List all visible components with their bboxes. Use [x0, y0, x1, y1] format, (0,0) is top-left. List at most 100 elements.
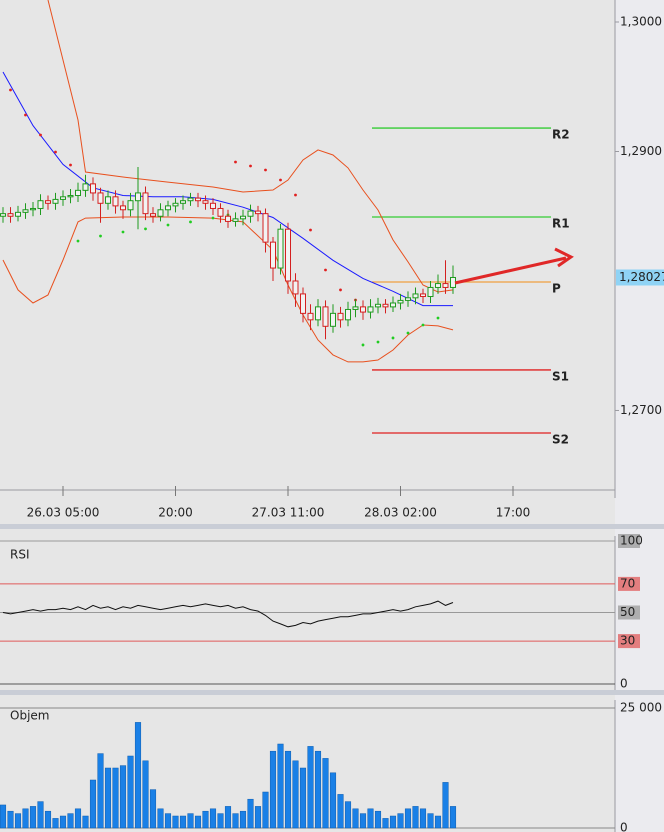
- volume-bar: [74, 808, 82, 829]
- volume-bar: [322, 758, 329, 829]
- volume-bar: [314, 750, 322, 829]
- candle-body: [337, 312, 344, 321]
- candle-body: [75, 189, 81, 197]
- tick-badge: [618, 576, 640, 591]
- volume-bar: [22, 808, 29, 829]
- volume-bar: [344, 801, 352, 829]
- y-tick-label: 100: [620, 534, 643, 548]
- candle-body: [52, 198, 59, 204]
- candle-body: [412, 293, 419, 299]
- indicator-line: [2, 71, 453, 307]
- candle-body: [315, 306, 321, 321]
- volume-bar: [104, 767, 112, 829]
- volume-bar: [164, 813, 172, 829]
- candle-body: [187, 197, 194, 202]
- volume-bar: [442, 782, 449, 829]
- sar-dot: [69, 163, 72, 167]
- tick-badge: [618, 534, 640, 548]
- sar-dot: [9, 88, 12, 92]
- sar-dot: [99, 234, 102, 238]
- sar-dot: [166, 223, 170, 227]
- candle-body: [135, 192, 141, 202]
- candle-body: [67, 195, 74, 198]
- candle-body: [390, 302, 396, 308]
- volume-bar: [142, 760, 149, 829]
- candle-body: [210, 202, 216, 209]
- last-price-label: 1,28027: [619, 270, 664, 284]
- pivot-label: P: [552, 282, 561, 296]
- volume-bar: [367, 808, 374, 829]
- volume-bar: [134, 722, 142, 829]
- tick-badge: [618, 605, 640, 620]
- volume-bar: [202, 810, 209, 829]
- candle-body: [15, 211, 21, 217]
- volume-bar: [397, 813, 404, 829]
- candle-body: [330, 312, 336, 327]
- sar-dot: [264, 168, 267, 172]
- sar-dot: [234, 160, 237, 164]
- sar-dot: [376, 340, 380, 344]
- arrow-shaft: [454, 256, 567, 285]
- rsi-title: RSI: [10, 548, 30, 562]
- volume-bar: [0, 804, 7, 829]
- volume-bar: [254, 806, 262, 829]
- y-tick-label: 1,2700: [620, 403, 662, 417]
- candle-body: [307, 312, 314, 321]
- sar-dot: [249, 164, 252, 168]
- volume-bar: [434, 815, 442, 829]
- sar-dot: [121, 230, 125, 234]
- sar-dot: [24, 113, 27, 117]
- volume-bar: [359, 813, 367, 829]
- sar-dot: [279, 178, 282, 182]
- pivot-label: S2: [552, 432, 569, 446]
- candle-body: [195, 197, 201, 202]
- volume-bar: [97, 753, 104, 829]
- x-tick-label: 20:00: [158, 506, 193, 520]
- candle-body: [270, 241, 276, 269]
- sar-dot: [324, 268, 327, 272]
- candle-body: [442, 283, 449, 288]
- candle-body: [285, 228, 291, 282]
- candle-body: [345, 308, 351, 321]
- volume-bar: [262, 791, 269, 829]
- candle-body: [405, 297, 411, 301]
- tick-badge: [618, 634, 640, 649]
- candle-body: [30, 207, 36, 211]
- volume-title: Objem: [10, 709, 49, 723]
- sar-dot: [211, 216, 215, 220]
- volume-bar: [299, 767, 307, 829]
- candle-body: [22, 209, 29, 213]
- candle-body: [202, 200, 209, 204]
- sar-dot: [144, 227, 147, 231]
- volume-bar: [187, 813, 194, 829]
- sar-dot: [436, 316, 440, 320]
- volume-bar: [449, 806, 457, 829]
- volume-bar: [269, 750, 277, 829]
- x-tick-label: 27.03 11:00: [252, 506, 325, 520]
- panel-separator: [0, 690, 664, 695]
- volume-bar: [14, 813, 22, 829]
- y-tick-label: 50: [620, 605, 635, 619]
- sar-dot: [309, 228, 312, 232]
- candle-body: [300, 293, 306, 314]
- candle-body: [240, 215, 246, 220]
- volume-bar: [427, 813, 434, 829]
- volume-bar: [157, 808, 164, 829]
- volume-bar: [172, 815, 179, 829]
- candle-body: [262, 213, 269, 243]
- volume-bar: [224, 806, 232, 829]
- volume-bar: [277, 743, 284, 829]
- pivot-label: R1: [552, 217, 570, 231]
- candle-body: [367, 306, 374, 313]
- volume-bar: [7, 810, 14, 829]
- sar-dot: [361, 343, 365, 347]
- volume-bar: [37, 801, 44, 829]
- volume-bar: [179, 815, 187, 829]
- candle-body: [142, 192, 149, 215]
- sar-dot: [76, 239, 80, 243]
- candle-body: [397, 299, 404, 304]
- sar-dot: [189, 220, 192, 224]
- volume-bar: [389, 815, 397, 829]
- volume-bar: [119, 765, 127, 829]
- x-tick-label: 17:00: [496, 506, 531, 520]
